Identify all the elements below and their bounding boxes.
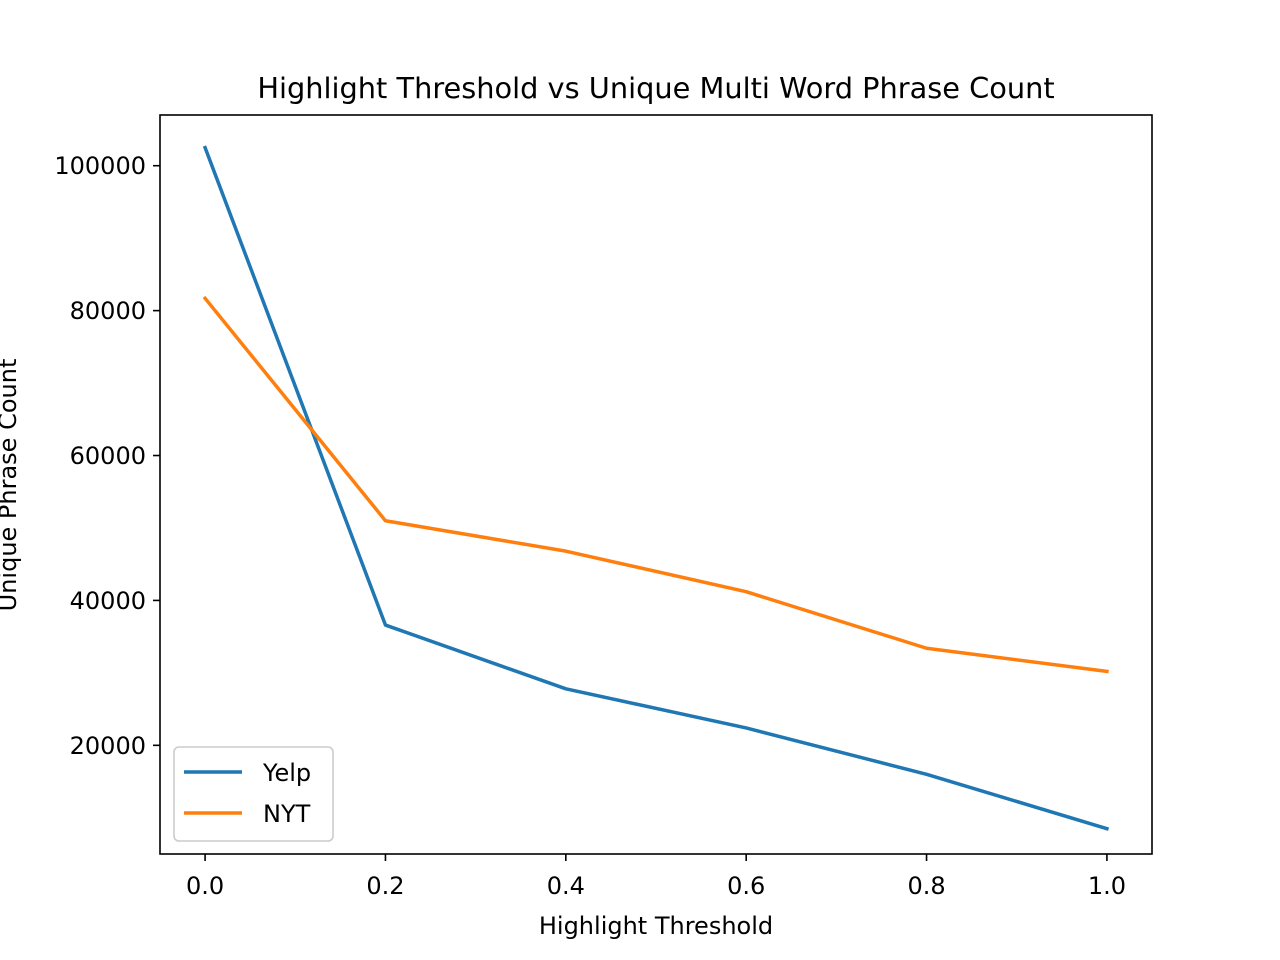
y-tick-label: 100000: [54, 152, 146, 180]
y-tick-label: 60000: [70, 442, 146, 470]
series-line-nyt: [202, 295, 1109, 674]
legend: Yelp NYT: [173, 746, 334, 842]
series-line-yelp: [202, 145, 1110, 831]
y-tick-label: 80000: [70, 297, 146, 325]
plot-frame: [159, 114, 1153, 855]
y-tick-label: 20000: [70, 732, 146, 760]
x-tick-label: 1.0: [1088, 872, 1126, 900]
x-tick-label: 0.2: [366, 872, 404, 900]
y-tick-label: 40000: [70, 587, 146, 615]
legend-label-nyt: NYT: [263, 800, 311, 828]
x-axis-label: Highlight Threshold: [539, 912, 773, 940]
x-tick-label: 0.4: [547, 872, 585, 900]
y-axis-label: Unique Phrase Count: [0, 359, 22, 612]
plot-area: 0.0 0.2 0.4 0.6 0.8 1.0 20000 40000 60000 80000 10…: [54, 114, 1153, 900]
x-tick-label: 0.0: [186, 872, 224, 900]
legend-label-yelp: Yelp: [262, 759, 311, 787]
x-tick-label: 0.8: [907, 872, 945, 900]
x-tick-label: 0.6: [727, 872, 765, 900]
chart-title: Highlight Threshold vs Unique Multi Word…: [257, 71, 1054, 105]
